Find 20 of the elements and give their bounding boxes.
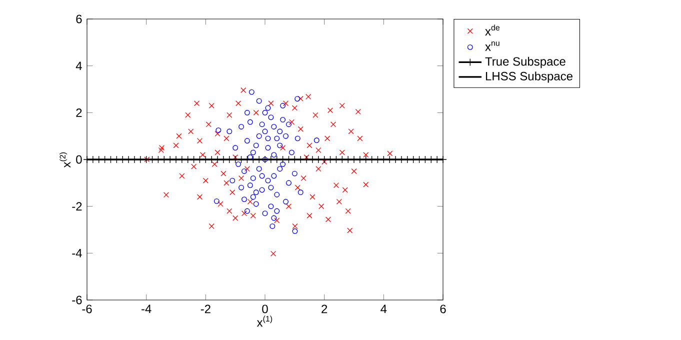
y-tick-label: 6 (76, 14, 82, 24)
legend-label: x$^{nu}$ (485, 41, 500, 51)
x-tick-label: -6 (82, 304, 92, 314)
x-tick-label: -2 (200, 304, 210, 314)
y-tick-label: -6 (72, 296, 82, 304)
legend-label: x$^{de}$ (485, 24, 500, 36)
x-tick-label: -4 (142, 304, 152, 313)
x-tick-label: 0 (262, 304, 268, 314)
legend-label: LHSS Subspace (486, 72, 572, 83)
x-axis-title: x$^{(1)}$ (256, 316, 272, 327)
y-tick-label: -4 (72, 249, 82, 258)
y-axis-title: x$^{(2)}$ (60, 152, 70, 168)
y-tick-label: 0 (76, 155, 82, 164)
x-tick-label: 6 (440, 304, 446, 314)
x-tick-label: 2 (322, 304, 328, 314)
y-tick-label: -2 (72, 202, 82, 211)
y-tick-label: 2 (76, 108, 82, 117)
x-tick-label: 4 (380, 304, 387, 313)
y-tick-label: 4 (76, 62, 82, 70)
legend-label: True Subspace (485, 56, 566, 68)
